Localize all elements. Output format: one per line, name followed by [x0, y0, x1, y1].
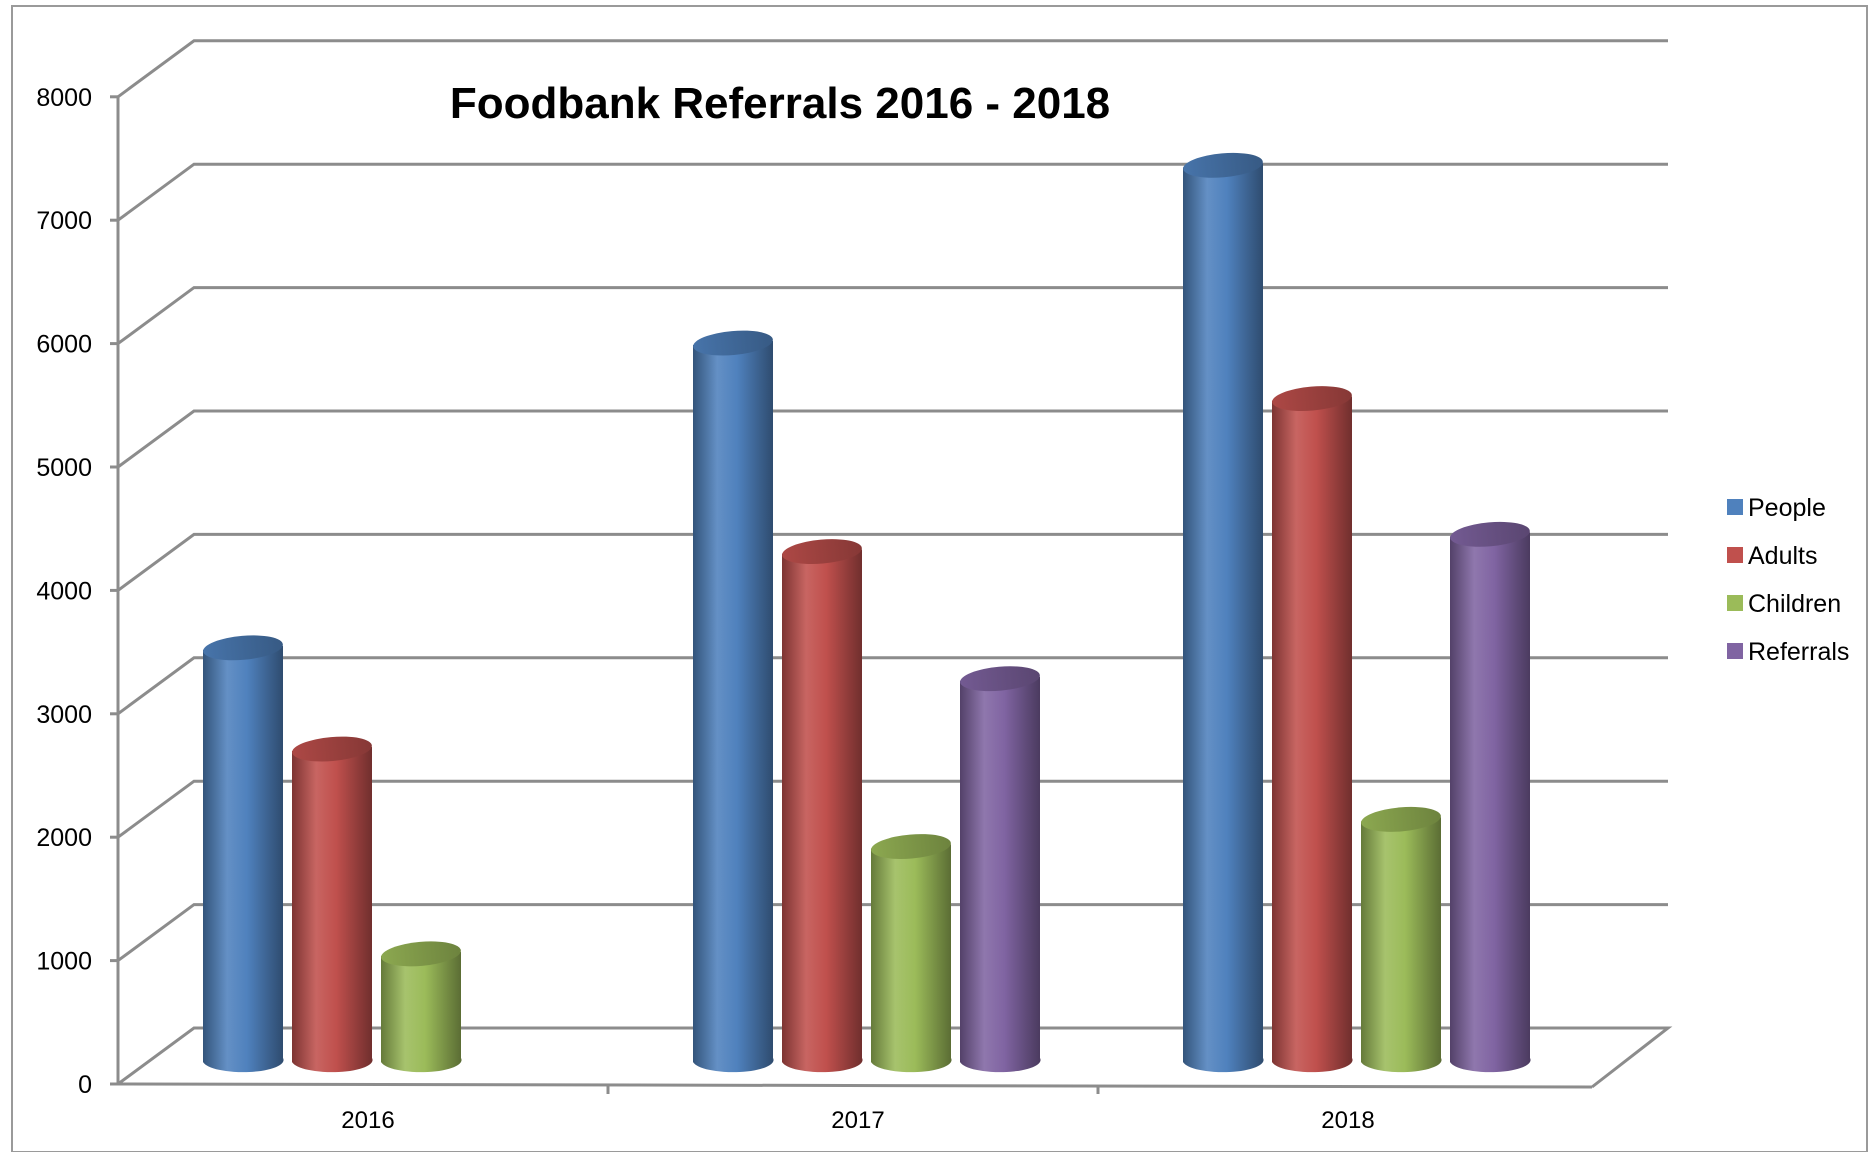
bar-adults-2017 [782, 549, 863, 1073]
gridline [117, 532, 1668, 592]
y-tick-label: 7000 [36, 207, 92, 235]
bar-people-2016 [203, 645, 284, 1073]
bar-referrals-2018 [1450, 532, 1531, 1073]
bar-top-children-2016 [381, 941, 461, 967]
bar-top-adults-2016 [292, 736, 372, 762]
y-tick-label: 6000 [36, 331, 92, 359]
gridline [117, 286, 1668, 345]
y-tick-label: 1000 [36, 948, 92, 976]
gridline [117, 409, 1668, 469]
legend-label-referrals: Referrals [1748, 638, 1849, 666]
legend-swatch-people [1727, 499, 1743, 515]
x-tick-label: 2016 [341, 1107, 394, 1134]
axes: 0 1000 2000 3000 4000 5000 6000 7000 8000 2016 201… [36, 84, 1593, 1134]
gridline [117, 903, 1668, 962]
gridline [117, 162, 1668, 222]
bar-children-2017 [871, 844, 952, 1073]
x-tick-label: 2018 [1321, 1107, 1374, 1134]
bars [203, 152, 1531, 1073]
y-tick-label: 0 [78, 1071, 92, 1099]
bar-top-children-2017 [871, 834, 951, 859]
bar-adults-2016 [292, 747, 373, 1073]
bar-people-2017 [693, 341, 774, 1073]
bar-top-people-2017 [693, 330, 773, 356]
y-tick-label: 3000 [36, 701, 92, 729]
bar-children-2016 [381, 951, 462, 1073]
x-tick-label: 2017 [831, 1107, 884, 1134]
legend-swatch-referrals [1727, 643, 1743, 659]
y-tick-label: 5000 [36, 454, 92, 482]
bar-people-2018 [1183, 163, 1264, 1073]
bar-top-people-2018 [1183, 152, 1263, 178]
legend-swatch-adults [1727, 547, 1743, 563]
bar-top-people-2016 [203, 635, 283, 661]
legend-label-adults: Adults [1748, 542, 1817, 570]
gridline [117, 656, 1668, 716]
bar-children-2018 [1361, 817, 1442, 1073]
bar-referrals-2017 [960, 676, 1041, 1073]
legend-label-people: People [1748, 494, 1826, 522]
y-tick-label: 2000 [36, 824, 92, 852]
chart-title: Foodbank Referrals 2016 - 2018 [450, 79, 1110, 128]
bar-top-adults-2017 [782, 539, 862, 565]
y-tick-label: 8000 [36, 84, 92, 112]
gridline [117, 39, 1668, 99]
y-tick-label: 4000 [36, 577, 92, 605]
legend-swatch-children [1727, 595, 1743, 611]
gridline [117, 779, 1668, 839]
legend: People Adults Children Referrals [1727, 494, 1849, 666]
bar-top-referrals-2018 [1450, 521, 1530, 547]
legend-label-children: Children [1748, 590, 1841, 618]
bar-adults-2018 [1272, 396, 1353, 1073]
bar-top-children-2018 [1361, 806, 1441, 832]
bar-top-adults-2018 [1272, 386, 1352, 412]
x-axis [117, 1082, 1593, 1089]
bar-top-referrals-2017 [960, 666, 1040, 692]
